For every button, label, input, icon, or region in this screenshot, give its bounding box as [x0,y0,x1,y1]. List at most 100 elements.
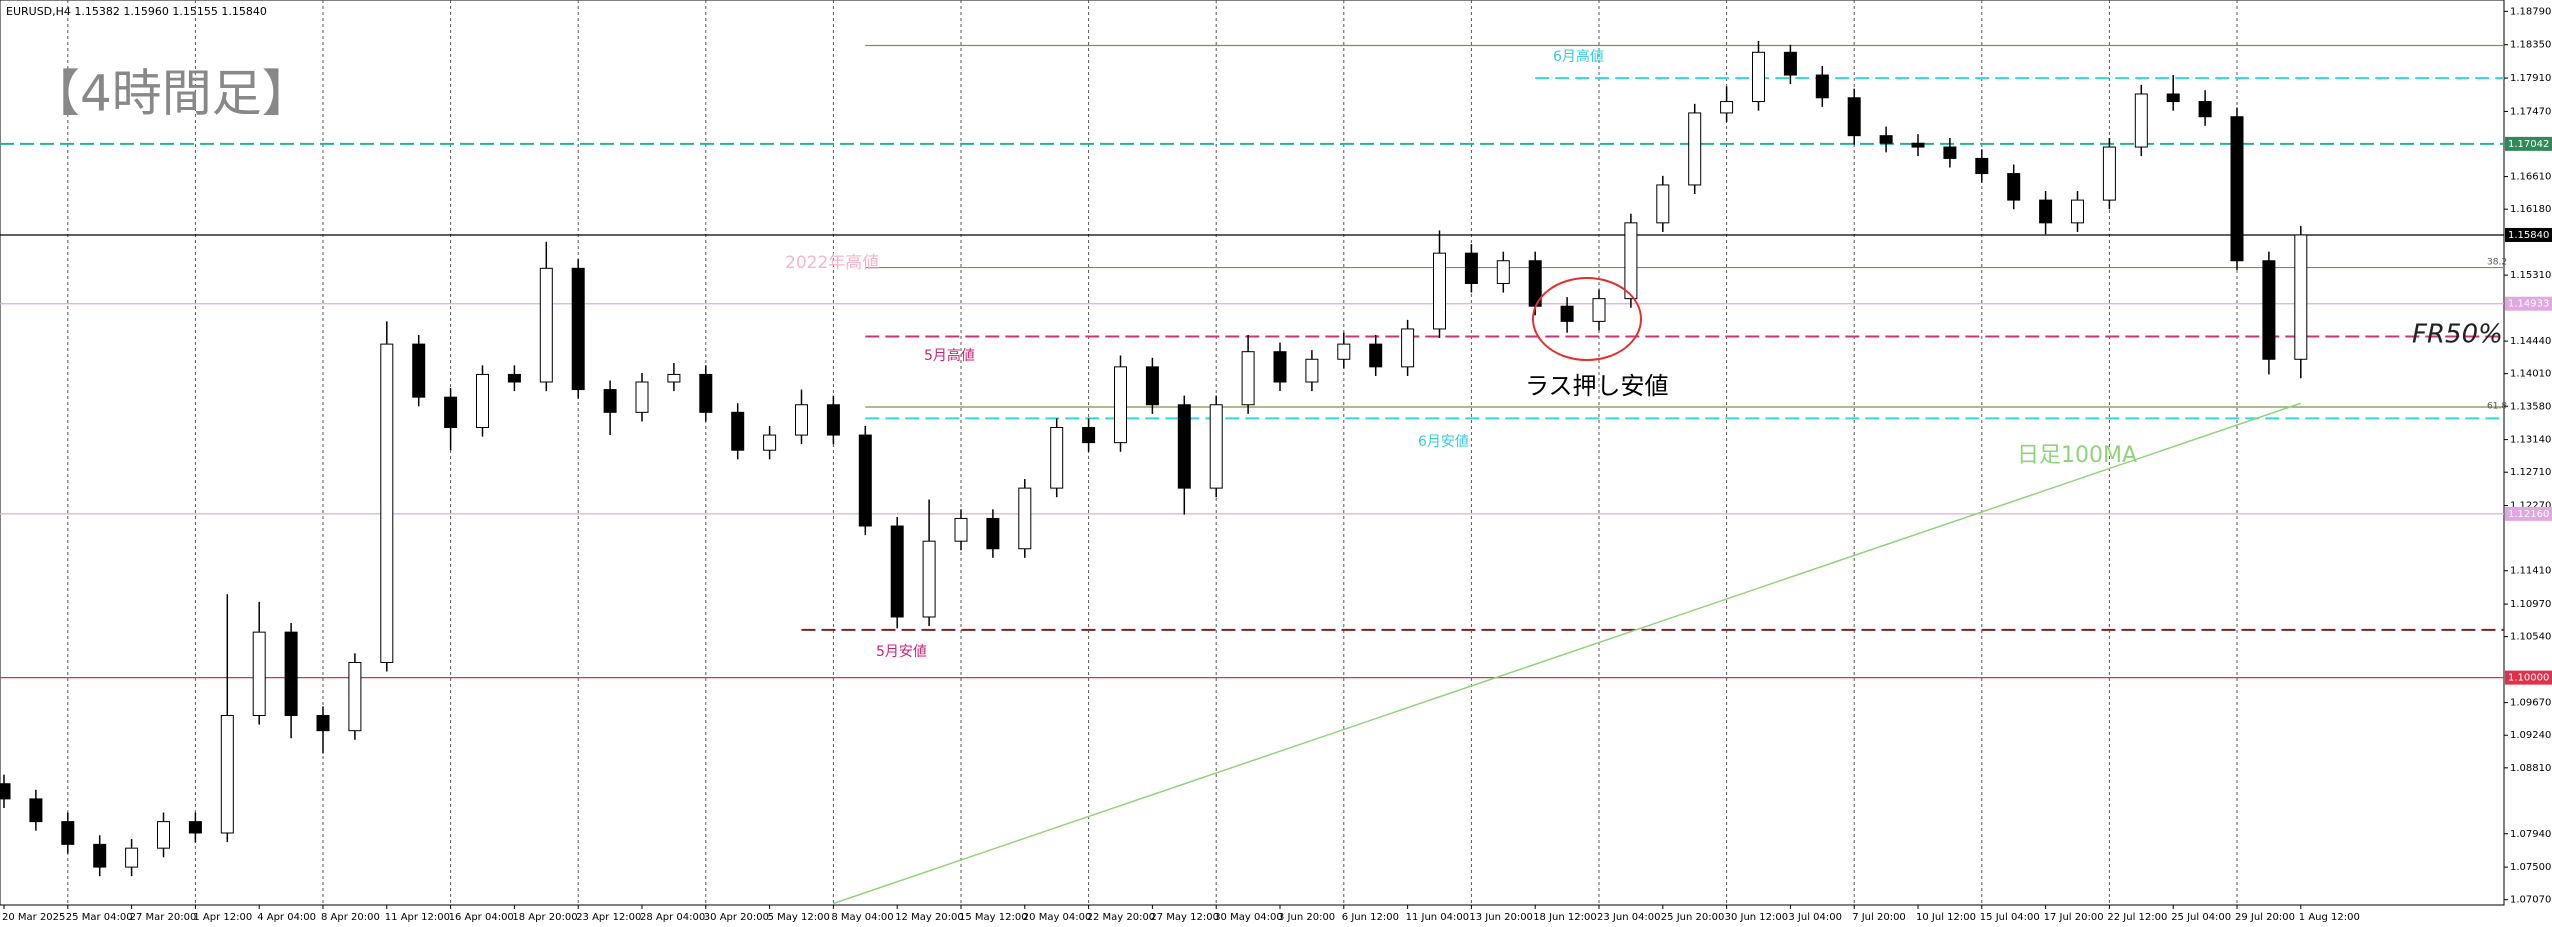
annotation: ラス押し安値 [1525,372,1669,400]
x-tick-label: 30 Apr 20:00 [704,912,769,923]
candle-body [1560,305,1574,322]
candle-body [2230,116,2244,262]
candle-body [1752,51,1765,103]
x-tick-label: 1 Aug 12:00 [2299,912,2360,923]
candle-body [1177,404,1191,489]
candle-body [61,821,75,845]
candle-body [858,434,872,527]
y-tick-label: 1.18790 [2510,6,2551,17]
x-tick-label: 23 Jun 04:00 [1597,912,1661,923]
candle-body [1114,366,1127,444]
y-tick-label: 1.13140 [2510,435,2551,446]
y-tick-label: 1.09670 [2510,698,2551,709]
x-tick-label: 18 Jun 12:00 [1533,912,1597,923]
x-tick-label: 3 Jun 20:00 [1278,912,1335,923]
candle-body [1783,51,1797,76]
x-tick-label: 22 Jul 12:00 [2107,912,2167,923]
candle-body [763,434,777,451]
candle-body [1496,260,1510,284]
annotation: 【4時間足】 [30,65,312,123]
y-tick-label: 1.07940 [2510,829,2551,840]
candle-body [731,411,745,451]
x-tick-label: 7 Jul 20:00 [1852,912,1906,923]
x-tick-label: 20 Mar 2025 [2,912,65,923]
candle-body [1720,101,1734,114]
price-label: 1.12160 [2508,509,2549,520]
x-tick-label: 25 Mar 04:00 [66,912,133,923]
x-tick-label: 30 Jun 12:00 [1725,912,1789,923]
x-tick-label: 15 May 12:00 [959,912,1028,923]
candle-body [284,631,298,717]
x-tick-label: 16 Apr 04:00 [449,912,514,923]
candle-body [188,821,202,834]
candle-body [539,267,553,383]
candle-body [1943,146,1957,159]
x-tick-label: 27 Mar 20:00 [130,912,197,923]
candle-body [1879,135,1893,144]
x-tick-label: 25 Jun 20:00 [1661,912,1725,923]
candle-body [2007,173,2021,201]
ma-line [833,402,2302,905]
candle-body [1337,343,1351,360]
candle-body [1082,426,1096,444]
candle-body [476,373,489,428]
candle-body [2262,260,2276,360]
candle-body [2198,101,2212,118]
candle-body [1305,358,1319,383]
candle-body [667,373,681,383]
x-tick-label: 3 Jul 04:00 [1788,912,1842,923]
annotation: 5月高値 [924,347,975,364]
price-label: 1.14933 [2508,299,2549,310]
x-tick-label: 27 May 12:00 [1150,912,1219,923]
x-tick-label: 17 Jul 20:00 [2044,912,2104,923]
x-tick-label: 8 Apr 20:00 [321,912,380,923]
candle-body [1050,426,1064,489]
candle-body [507,373,521,383]
x-tick-label: 8 May 04:00 [831,912,893,923]
x-tick-label: 1 Apr 12:00 [193,912,252,923]
plot-frame [0,0,2505,906]
candle-body [29,798,43,823]
x-tick-label: 23 Apr 12:00 [576,912,641,923]
y-tick-label: 1.16610 [2510,172,2551,183]
y-tick-label: 1.12270 [2510,501,2551,512]
annotation: 6月安値 [1418,434,1469,450]
candle-body [2071,199,2084,224]
x-tick-label: 29 Jul 20:00 [2235,912,2295,923]
candle-body [1369,343,1383,368]
candle-body [699,373,713,413]
candle-body [635,381,649,413]
candle-body [1911,142,1925,148]
y-tick-label: 1.07500 [2510,862,2551,873]
candle-body [412,343,426,398]
x-tick-label: 5 May 12:00 [768,912,830,923]
annotation: 2022年高値 [785,253,879,273]
x-tick-label: 25 Jul 04:00 [2171,912,2231,923]
annotation: 5月安値 [876,644,927,660]
price-label-box [2505,227,2552,242]
x-tick-label: 22 May 20:00 [1087,912,1156,923]
candle-body [1145,366,1159,406]
price-label-box [2505,136,2552,151]
price-label: 1.17042 [2508,139,2549,150]
candle-body [1688,112,1702,186]
y-tick-label: 1.10540 [2510,632,2551,643]
y-tick-label: 1.15310 [2510,270,2551,281]
candle-body [252,631,266,717]
y-tick-label: 1.18350 [2510,40,2551,51]
candle-body [2039,199,2053,224]
y-tick-label: 1.08810 [2510,763,2551,774]
candle-body [1624,222,1638,300]
candle-body [1433,252,1446,330]
annotation: 61.8 [2487,402,2507,412]
x-tick-label: 4 Apr 04:00 [257,912,316,923]
candle-body [220,715,234,834]
chart-title: EURUSD,H4 1.15382 1.15960 1.15155 1.1584… [6,5,267,18]
candle-body [348,661,362,732]
candle-body [1847,97,1861,137]
y-tick-label: 1.10970 [2510,599,2551,610]
candle-body [1018,487,1032,550]
y-tick-label: 1.17470 [2510,106,2551,117]
candle-body [1401,328,1415,368]
